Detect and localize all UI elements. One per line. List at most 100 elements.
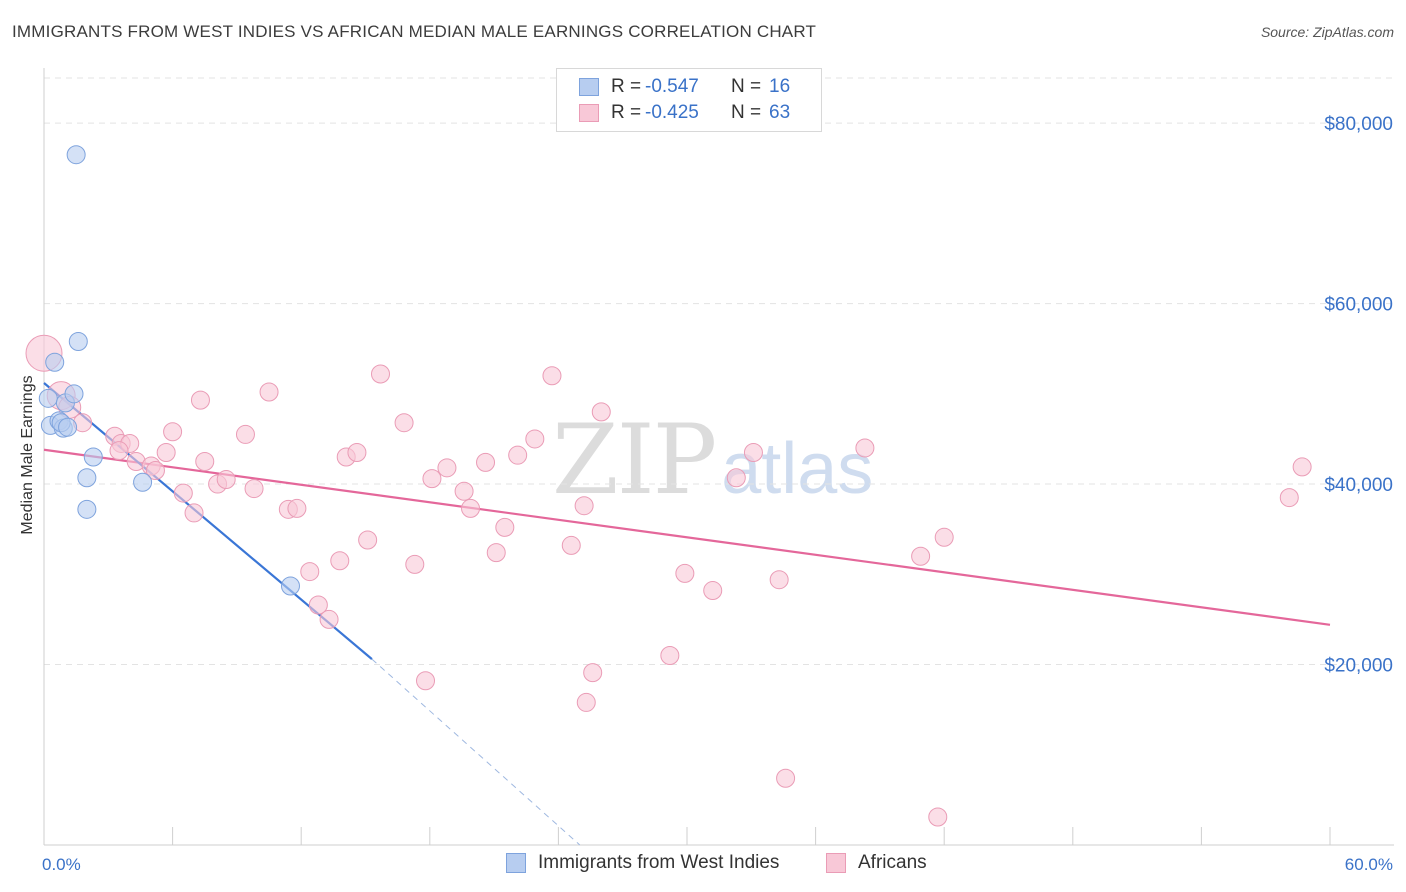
africans-point <box>454 481 474 501</box>
x-tick-label: 60.0% <box>1345 855 1393 874</box>
africans-trend-line <box>43 448 1331 626</box>
y-axis-label: Median Male Earnings <box>19 375 36 534</box>
africans-point <box>190 390 210 410</box>
x-tick-label: 0.0% <box>42 855 81 874</box>
y-tick-label: $40,000 <box>1324 475 1393 496</box>
west-indies-point <box>133 472 153 492</box>
legend-swatch-blue <box>506 853 526 873</box>
africans-point <box>347 442 367 462</box>
africans-point <box>308 595 328 615</box>
data-points <box>25 145 1312 827</box>
africans-point <box>416 671 436 691</box>
africans-point <box>476 452 496 472</box>
africans-point <box>561 535 581 555</box>
africans-point <box>145 461 165 481</box>
correlation-legend: R = -0.547 N = 16 R = -0.425 N = 63 <box>556 68 822 132</box>
west-indies-point <box>58 417 78 437</box>
africans-point <box>726 468 746 488</box>
africans-point <box>371 364 391 384</box>
africans-point <box>855 438 875 458</box>
africans-point <box>1279 488 1299 508</box>
series-legend: Immigrants from West Indies Africans <box>0 852 1406 878</box>
watermark-atlas: atlas <box>721 429 874 509</box>
legend-r-value: -0.425 <box>645 102 699 123</box>
legend-swatch-pink <box>579 104 599 122</box>
west-indies-point <box>280 576 300 596</box>
africans-point <box>574 496 594 516</box>
trend-lines <box>43 382 1331 846</box>
africans-point <box>287 498 307 518</box>
legend-row-west-indies: R = -0.547 N = 16 <box>579 75 790 99</box>
legend-row-africans: R = -0.425 N = 63 <box>579 101 790 125</box>
y-tick-label: $80,000 <box>1324 114 1393 135</box>
africans-point <box>244 479 264 499</box>
west-indies-point <box>45 352 65 372</box>
africans-point <box>394 413 414 433</box>
grid-lines <box>44 77 1394 666</box>
africans-point <box>508 445 528 465</box>
legend-label: Africans <box>858 852 927 873</box>
africans-point <box>156 442 176 462</box>
africans-point <box>911 546 931 566</box>
africans-point <box>358 530 378 550</box>
legend-n-value: 16 <box>769 76 791 97</box>
africans-point <box>216 470 236 490</box>
legend-r-label: R = <box>611 102 642 123</box>
legend-item-africans[interactable]: Africans <box>826 852 927 874</box>
legend-r-label: R = <box>611 76 642 97</box>
africans-point <box>184 503 204 523</box>
tick-labels: $20,000 $40,000 $60,000 $80,000 0.0% 60.0% <box>42 114 1393 874</box>
chart-source: Source: ZipAtlas.com <box>1260 24 1394 40</box>
legend-swatch-blue <box>579 78 599 96</box>
africans-point <box>776 768 796 788</box>
west-indies-trend-extension <box>371 658 581 846</box>
axes <box>43 68 1394 846</box>
africans-point <box>235 424 255 444</box>
africans-point <box>1292 457 1312 477</box>
africans-point <box>928 807 948 827</box>
africans-point <box>934 527 954 547</box>
africans-point <box>300 562 320 582</box>
west-indies-point <box>68 331 88 351</box>
west-indies-point <box>83 447 103 467</box>
africans-point <box>660 646 680 666</box>
africans-point <box>319 609 339 629</box>
africans-point <box>405 554 425 574</box>
africans-point <box>461 498 481 518</box>
legend-r-value: -0.547 <box>645 76 699 97</box>
west-indies-point <box>77 499 97 519</box>
africans-point <box>486 543 506 563</box>
africans-point <box>591 402 611 422</box>
africans-point <box>583 663 603 683</box>
africans-point <box>703 581 723 601</box>
west-indies-point <box>77 468 97 488</box>
africans-point <box>437 458 457 478</box>
africans-point <box>173 483 193 503</box>
y-tick-label: $20,000 <box>1324 656 1393 677</box>
africans-point <box>495 517 515 537</box>
watermark: ZIPatlas <box>552 404 873 516</box>
africans-point <box>743 442 763 462</box>
legend-item-west-indies[interactable]: Immigrants from West Indies <box>506 852 779 874</box>
west-indies-point <box>64 384 84 404</box>
africans-point <box>330 551 350 571</box>
legend-n-label: N = <box>731 76 762 97</box>
west-indies-point <box>38 388 58 408</box>
legend-swatch-pink <box>826 853 846 873</box>
africans-point <box>422 469 442 489</box>
y-tick-label: $60,000 <box>1324 295 1393 316</box>
watermark-zip: ZIP <box>552 404 717 516</box>
africans-point <box>675 563 695 583</box>
africans-point <box>259 382 279 402</box>
africans-point <box>542 366 562 386</box>
legend-n-value: 63 <box>769 102 791 123</box>
legend-n-label: N = <box>731 102 762 123</box>
legend-label: Immigrants from West Indies <box>538 852 780 873</box>
west-indies-point <box>66 145 86 165</box>
chart-title: IMMIGRANTS FROM WEST INDIES VS AFRICAN M… <box>12 22 817 41</box>
africans-point <box>195 452 215 471</box>
africans-point <box>525 429 545 449</box>
africans-point <box>576 692 596 712</box>
africans-point <box>769 570 789 590</box>
